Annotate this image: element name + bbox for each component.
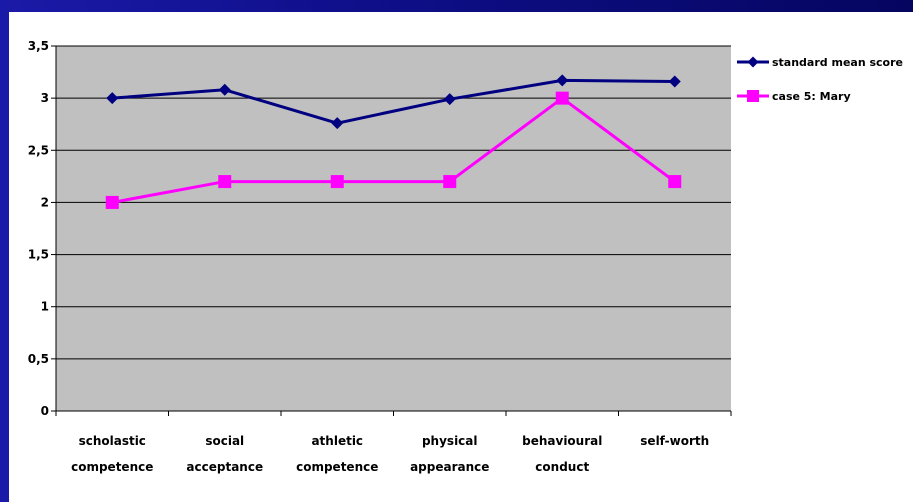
legend-label: standard mean score [772,56,903,69]
y-tick-label: 0 [41,404,49,418]
tick-labels: 0 0,5 1 1,5 2 2,5 3 3,5 scholastic competence soci… [28,39,709,474]
data-point-square [668,175,682,189]
legend-label: case 5: Mary [772,90,851,103]
x-tick-label: physical [422,434,478,448]
data-point-diamond [218,83,231,96]
data-point-square [555,91,569,105]
x-tick-label: scholastic [79,434,146,448]
series-line-1 [112,78,675,125]
y-tick-label: 2 [41,195,49,209]
data-point-diamond [747,56,759,68]
y-tick-label: 1,5 [28,248,49,262]
data-point-square [218,175,232,189]
grid-lines [56,45,731,360]
data-point-square [105,195,119,209]
x-tick-label: self-worth [640,434,709,448]
line-chart: 0 0,5 1 1,5 2 2,5 3 3,5 scholastic competence soci… [28,39,903,474]
y-tick-label: 1 [41,300,49,314]
x-tick-label: behavioural [522,434,602,448]
y-tick-label: 2,5 [28,143,49,157]
y-tick-label: 3,5 [28,39,49,53]
x-tick-label: competence [71,460,153,474]
data-point-diamond [331,117,344,130]
x-tick-label: social [205,434,244,448]
data-point-square [330,175,344,189]
series-line-2 [111,96,676,204]
data-point-square [443,175,457,189]
x-tick-label: athletic [311,434,363,448]
plot-area [56,46,731,411]
data-point-diamond [668,75,681,88]
x-tick-label: competence [296,460,378,474]
x-tick-label: acceptance [186,460,263,474]
y-tick-label: 3 [41,91,49,105]
chart-panel: 0 0,5 1 1,5 2 2,5 3 3,5 scholastic competence soci… [9,12,913,502]
data-point-diamond [106,92,119,105]
data-point-square [747,90,759,102]
series-lines [105,74,682,209]
data-point-diamond [556,74,569,87]
data-point-diamond [443,93,456,106]
x-tick-label: appearance [410,460,489,474]
y-tick-label: 0,5 [28,352,49,366]
x-tick-label: conduct [535,460,589,474]
legend: standard mean score case 5: Mary [737,56,903,103]
axes [51,45,732,416]
